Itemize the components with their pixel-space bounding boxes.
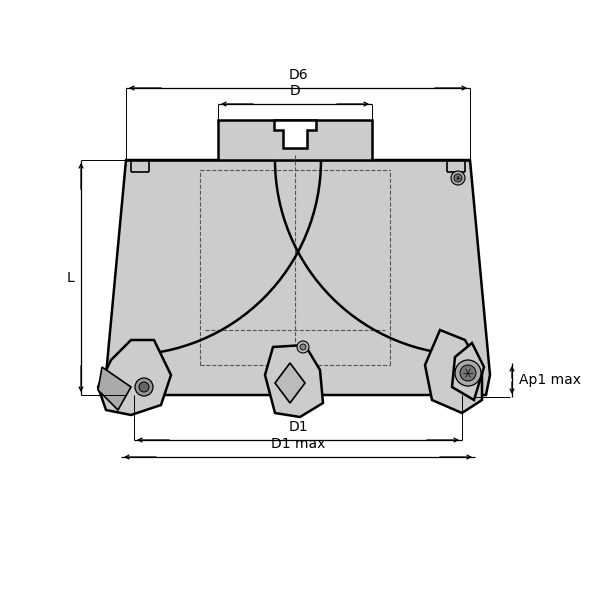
- Circle shape: [300, 344, 306, 350]
- Text: D6: D6: [288, 68, 308, 82]
- Circle shape: [460, 365, 476, 381]
- Text: L: L: [66, 271, 74, 284]
- Text: Ap1 max: Ap1 max: [519, 373, 581, 387]
- Polygon shape: [452, 343, 484, 400]
- Polygon shape: [274, 120, 316, 148]
- Polygon shape: [218, 120, 372, 160]
- Text: D1: D1: [288, 420, 308, 434]
- Polygon shape: [265, 345, 323, 417]
- Polygon shape: [275, 363, 305, 403]
- Circle shape: [454, 174, 462, 182]
- Circle shape: [135, 378, 153, 396]
- Polygon shape: [98, 340, 171, 415]
- Text: D1 max: D1 max: [271, 437, 325, 451]
- Polygon shape: [106, 160, 490, 395]
- Text: D: D: [290, 84, 301, 98]
- Circle shape: [297, 341, 309, 353]
- Polygon shape: [425, 330, 482, 413]
- Circle shape: [451, 171, 465, 185]
- Circle shape: [139, 382, 149, 392]
- Polygon shape: [98, 367, 131, 410]
- Circle shape: [455, 360, 481, 386]
